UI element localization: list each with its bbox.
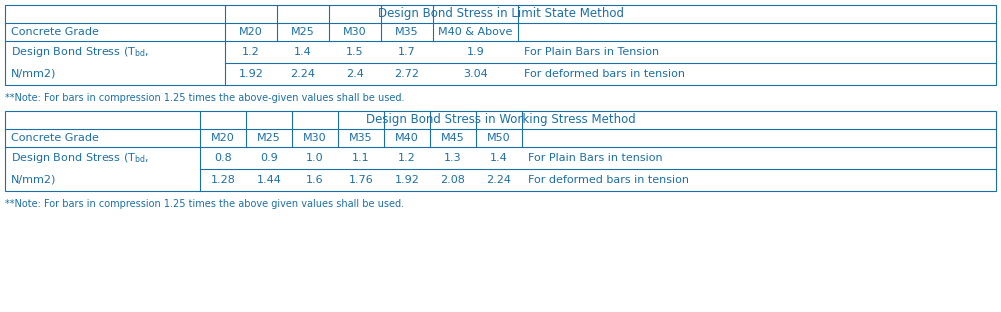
- Text: 1.2: 1.2: [242, 47, 260, 57]
- Text: 1.7: 1.7: [398, 47, 415, 57]
- Text: M35: M35: [395, 27, 418, 37]
- Bar: [5, 111, 996, 191]
- Text: 1.2: 1.2: [398, 153, 415, 163]
- Text: For Plain Bars in Tension: For Plain Bars in Tension: [524, 47, 659, 57]
- Text: **Note: For bars in compression 1.25 times the above given values shall be used.: **Note: For bars in compression 1.25 tim…: [5, 199, 404, 209]
- Bar: [5, 5, 996, 85]
- Text: 1.9: 1.9: [466, 47, 484, 57]
- Text: M35: M35: [349, 133, 372, 143]
- Text: For deformed bars in tension: For deformed bars in tension: [528, 175, 689, 185]
- Text: M45: M45: [441, 133, 464, 143]
- Text: M20: M20: [211, 133, 235, 143]
- Text: 1.4: 1.4: [294, 47, 312, 57]
- Text: 1.76: 1.76: [348, 175, 373, 185]
- Text: 2.08: 2.08: [440, 175, 465, 185]
- Text: 1.5: 1.5: [346, 47, 363, 57]
- Text: M30: M30: [303, 133, 326, 143]
- Text: 3.04: 3.04: [463, 69, 487, 79]
- Text: 1.92: 1.92: [394, 175, 419, 185]
- Text: M40 & Above: M40 & Above: [438, 27, 513, 37]
- Text: M20: M20: [239, 27, 263, 37]
- Text: 1.92: 1.92: [238, 69, 263, 79]
- Text: N/mm2): N/mm2): [11, 175, 56, 185]
- Text: Design Bond Stress ($\mathregular{T_{bd}}$,: Design Bond Stress ($\mathregular{T_{bd}…: [11, 151, 149, 165]
- Text: 0.8: 0.8: [214, 153, 232, 163]
- Text: Concrete Grade: Concrete Grade: [11, 27, 99, 37]
- Text: Concrete Grade: Concrete Grade: [11, 133, 99, 143]
- Text: 1.1: 1.1: [352, 153, 369, 163]
- Text: 2.24: 2.24: [290, 69, 315, 79]
- Text: M30: M30: [343, 27, 366, 37]
- Text: 2.4: 2.4: [346, 69, 364, 79]
- Text: 1.6: 1.6: [306, 175, 323, 185]
- Text: N/mm2): N/mm2): [11, 69, 56, 79]
- Text: Design Bond Stress in Working Stress Method: Design Bond Stress in Working Stress Met…: [365, 114, 636, 126]
- Text: 1.4: 1.4: [490, 153, 508, 163]
- Text: **Note: For bars in compression 1.25 times the above-given values shall be used.: **Note: For bars in compression 1.25 tim…: [5, 93, 404, 103]
- Text: M40: M40: [395, 133, 418, 143]
- Text: 1.0: 1.0: [306, 153, 323, 163]
- Text: 1.3: 1.3: [444, 153, 461, 163]
- Text: For Plain Bars in tension: For Plain Bars in tension: [528, 153, 663, 163]
- Text: For deformed bars in tension: For deformed bars in tension: [524, 69, 685, 79]
- Text: 1.28: 1.28: [210, 175, 235, 185]
- Text: M25: M25: [257, 133, 281, 143]
- Text: 2.24: 2.24: [486, 175, 512, 185]
- Text: 0.9: 0.9: [260, 153, 278, 163]
- Text: Design Bond Stress in Limit State Method: Design Bond Stress in Limit State Method: [377, 7, 624, 21]
- Text: 2.72: 2.72: [394, 69, 419, 79]
- Text: M25: M25: [291, 27, 315, 37]
- Text: 1.44: 1.44: [256, 175, 281, 185]
- Text: Design Bond Stress ($\mathregular{T_{bd}}$,: Design Bond Stress ($\mathregular{T_{bd}…: [11, 45, 149, 59]
- Text: M50: M50: [487, 133, 511, 143]
